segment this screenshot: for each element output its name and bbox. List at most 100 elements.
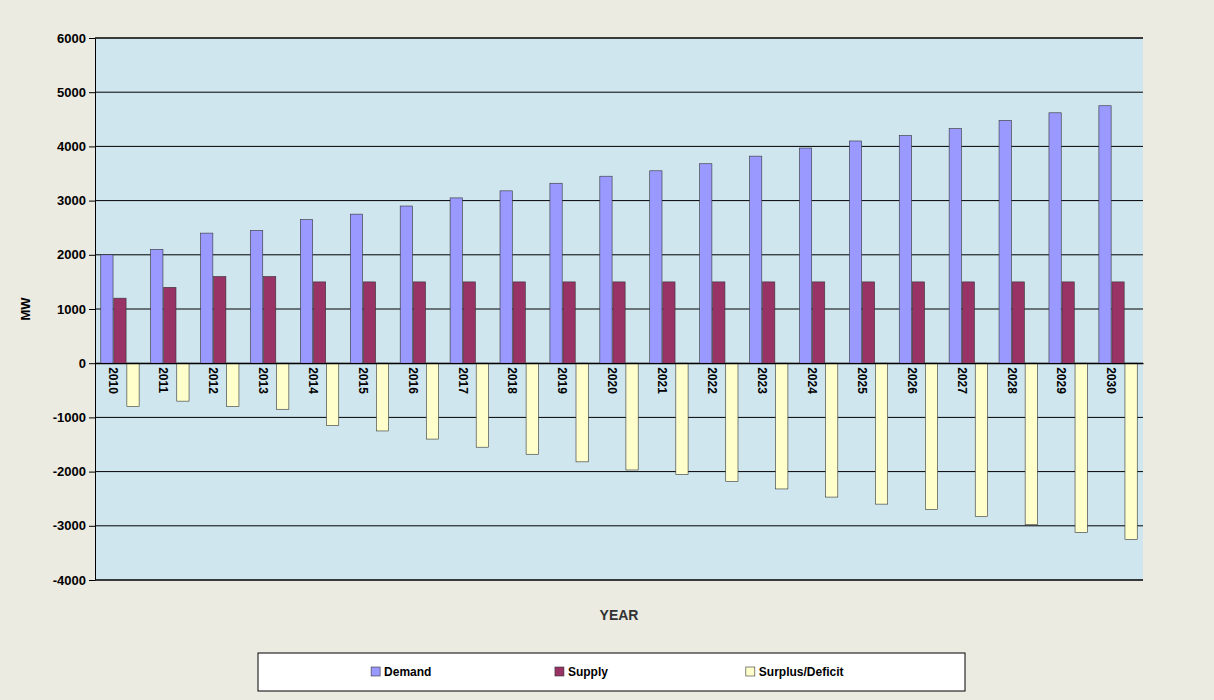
legend-swatch xyxy=(746,667,755,676)
y-tick: -1000 xyxy=(53,410,95,425)
x-tick: 2013 xyxy=(256,367,270,394)
bar xyxy=(576,363,588,462)
y-axis: -4000-3000-2000-100001000200030004000500… xyxy=(53,31,96,588)
x-axis: 2010201120122013201420152016201720182019… xyxy=(96,364,1144,395)
x-tick: 2022 xyxy=(705,367,719,394)
y-tick-label: 1000 xyxy=(57,302,86,317)
x-tick-label: 2023 xyxy=(755,367,769,394)
legend: DemandSupplySurplus/Deficit xyxy=(258,653,965,691)
x-tick: 2024 xyxy=(805,367,819,394)
x-tick: 2015 xyxy=(356,367,370,394)
x-tick-label: 2030 xyxy=(1104,367,1118,394)
y-tick: 3000 xyxy=(57,193,95,208)
y-tick-label: -3000 xyxy=(53,518,86,533)
legend-label: Surplus/Deficit xyxy=(759,665,844,679)
y-tick-label: 0 xyxy=(79,356,86,371)
x-tick: 2016 xyxy=(406,367,420,394)
y-tick-mark xyxy=(89,146,95,147)
y-tick-mark xyxy=(89,417,95,418)
bar xyxy=(400,206,412,363)
x-tick-label: 2012 xyxy=(206,367,220,394)
bar xyxy=(463,282,475,363)
x-tick: 2021 xyxy=(655,367,669,394)
x-tick-label: 2018 xyxy=(505,367,519,394)
bar xyxy=(626,363,638,470)
legend-swatch xyxy=(555,667,564,676)
y-tick: 6000 xyxy=(57,31,95,46)
y-tick-mark xyxy=(89,201,95,202)
bar xyxy=(1125,363,1137,539)
bar xyxy=(613,282,625,363)
x-tick: 2011 xyxy=(156,367,170,393)
legend-swatch xyxy=(371,667,380,676)
bar xyxy=(313,282,325,363)
bar xyxy=(750,156,762,363)
bar xyxy=(450,198,462,363)
bar xyxy=(513,282,525,363)
bar xyxy=(600,176,612,363)
chart: -4000-3000-2000-100001000200030004000500… xyxy=(0,0,1214,700)
x-tick-label: 2015 xyxy=(356,367,370,394)
x-tick: 2023 xyxy=(755,367,769,394)
background xyxy=(0,0,1214,700)
bar xyxy=(201,233,213,363)
y-tick-label: 4000 xyxy=(57,139,86,154)
y-axis-line xyxy=(95,39,96,581)
bar xyxy=(726,363,738,481)
bar xyxy=(326,363,338,425)
bar xyxy=(763,282,775,363)
x-tick-label: 2019 xyxy=(555,367,569,394)
x-tick-label: 2022 xyxy=(705,367,719,394)
bar xyxy=(812,282,824,363)
bar xyxy=(899,136,911,364)
bar xyxy=(300,220,312,364)
x-tick-label: 2026 xyxy=(905,367,919,394)
bar xyxy=(826,363,838,497)
bar xyxy=(912,282,924,363)
y-tick-mark xyxy=(89,472,95,473)
x-tick: 2012 xyxy=(206,367,220,394)
bar xyxy=(1075,363,1087,532)
bar xyxy=(862,282,874,363)
bar xyxy=(700,164,712,363)
bar xyxy=(713,282,725,363)
y-tick-mark xyxy=(89,526,95,527)
grid-line xyxy=(95,580,1143,581)
bar xyxy=(1099,106,1111,363)
x-axis-title: YEAR xyxy=(600,607,639,623)
x-tick: 2027 xyxy=(955,367,969,394)
bar xyxy=(949,129,961,364)
bar xyxy=(114,298,126,363)
y-tick-label: -1000 xyxy=(53,410,86,425)
x-tick: 2028 xyxy=(1005,367,1019,394)
bar xyxy=(151,249,163,363)
y-tick-mark xyxy=(89,255,95,256)
y-tick: 4000 xyxy=(57,139,95,154)
bar xyxy=(101,255,113,363)
bar xyxy=(526,363,538,454)
bar xyxy=(500,191,512,363)
x-tick-label: 2024 xyxy=(805,367,819,394)
bar xyxy=(1025,363,1037,525)
grid-line xyxy=(95,92,1143,93)
x-tick: 2018 xyxy=(505,367,519,394)
y-tick: 2000 xyxy=(57,247,95,262)
bar xyxy=(849,141,861,363)
x-tick-label: 2029 xyxy=(1054,367,1068,394)
x-tick-label: 2021 xyxy=(655,367,669,394)
bar xyxy=(426,363,438,439)
y-tick-mark xyxy=(89,580,95,581)
y-tick-mark xyxy=(89,92,95,93)
bar xyxy=(1012,282,1024,363)
y-axis-title: MW xyxy=(18,297,33,321)
grid-line xyxy=(95,200,1143,201)
bar xyxy=(350,214,362,363)
x-tick: 2030 xyxy=(1104,367,1118,394)
plot-area xyxy=(95,38,1143,580)
x-tick-label: 2014 xyxy=(306,367,320,394)
y-tick-mark xyxy=(89,309,95,310)
bars xyxy=(101,106,1137,540)
y-tick-label: -4000 xyxy=(53,573,86,588)
y-tick-label: 3000 xyxy=(57,193,86,208)
x-tick: 2020 xyxy=(605,367,619,394)
